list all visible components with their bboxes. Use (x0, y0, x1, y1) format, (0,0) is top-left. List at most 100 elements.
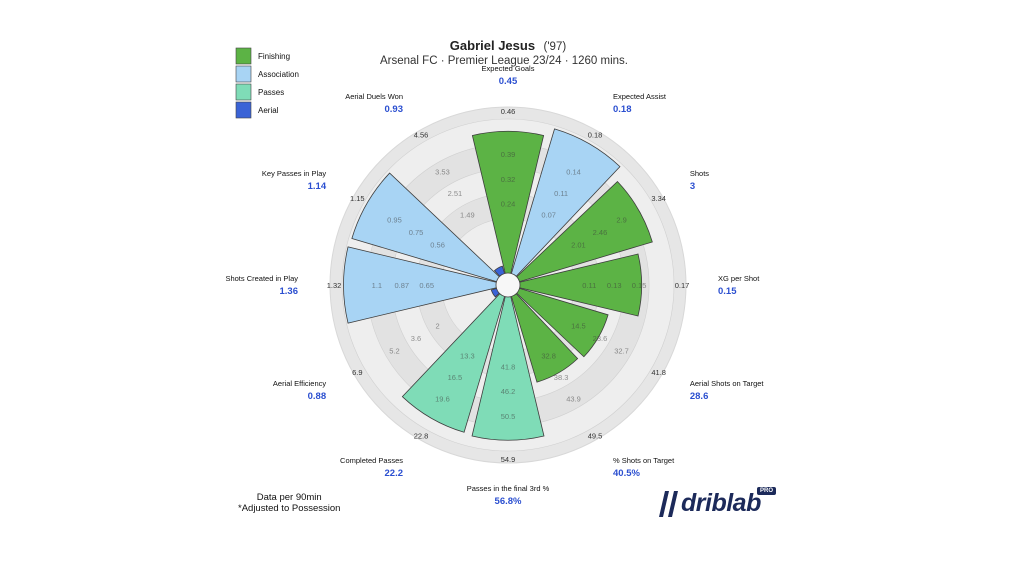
slice-expected-assist (510, 128, 621, 277)
metric-value: 0.88 (308, 391, 327, 402)
brand-badge: PRO (757, 487, 777, 495)
metric-label: Expected Goals (482, 64, 535, 73)
inner-tick-label: 14.5 (571, 322, 586, 331)
slice-aerial-duels-won (493, 265, 506, 277)
slice-passes-in-the-final-3rd- (471, 296, 545, 441)
metric-label: Aerial Shots on Target (690, 379, 765, 388)
inner-tick-label: 0.32 (501, 175, 516, 184)
outer-tick-label: 41.8 (651, 368, 666, 377)
inner-tick-label: 0.07 (541, 211, 556, 220)
footnote-line-1: Data per 90min (256, 492, 322, 503)
legend-swatch (235, 101, 252, 119)
slice-expected-goals (471, 131, 545, 274)
inner-tick-label: 43.9 (566, 395, 581, 404)
chart-subtitle: Arsenal FC · Premier League 23/24 · 1260… (380, 55, 628, 67)
metric-value: 0.18 (613, 104, 632, 115)
center-circle (491, 268, 525, 302)
metric-value: 0.45 (499, 76, 518, 87)
metric-value: 1.36 (280, 286, 299, 297)
legend-swatch (235, 47, 252, 65)
chart-title: Gabriel Jesus ('97) (450, 37, 567, 54)
metric-label: Key Passes in Play (262, 169, 326, 178)
inner-tick-label: 2.51 (448, 189, 463, 198)
metric-label: % Shots on Target (613, 456, 675, 465)
outer-tick-label: 1.15 (350, 194, 365, 203)
legend-swatch (235, 83, 252, 101)
chart-slices (343, 128, 653, 441)
metric-label: Aerial Duels Won (345, 92, 403, 101)
inner-tick-label: 2.46 (593, 228, 608, 237)
chart-background (329, 106, 687, 464)
inner-tick-label: 50.5 (501, 412, 516, 421)
brand-name: driblab (681, 489, 761, 517)
inner-tick-label: 38.3 (554, 373, 569, 382)
legend: Finishing Association Passes Aerial (235, 47, 299, 119)
metric-label: Shots (690, 169, 709, 178)
slice-completed-passes (401, 293, 506, 433)
outer-tick-label: 0.46 (501, 107, 516, 116)
slice-key-passes-in-play (351, 172, 500, 283)
metric-label: XG per Shot (718, 274, 760, 283)
inner-tick-label: 32.7 (614, 347, 629, 356)
outer-tick-label: 6.9 (352, 368, 362, 377)
inner-tick-label: 0.13 (607, 281, 622, 290)
outer-tick-label: 1.32 (327, 281, 342, 290)
driblab-logo: driblab PRO (655, 487, 777, 521)
outer-tick-label: 54.9 (501, 455, 516, 464)
slice-aerial-efficiency (490, 287, 500, 298)
inner-tick-label: 0.11 (554, 189, 568, 198)
metric-label: Expected Assist (613, 92, 667, 101)
outer-tick-label: 22.8 (414, 432, 429, 441)
inner-tick-label: 5.2 (389, 347, 399, 356)
inner-tick-label: 13.3 (460, 351, 475, 360)
inner-tick-label: 0.15 (632, 281, 647, 290)
chart-labels: Expected Goals 0.45 Expected Assist 0.18 Sho… (225, 64, 764, 507)
inner-tick-label: 1.49 (460, 211, 475, 220)
metric-value: 28.6 (690, 391, 709, 402)
inner-tick-label: 19.6 (435, 395, 450, 404)
legend-label: Passes (258, 88, 284, 97)
inner-tick-label: 3.6 (411, 334, 421, 343)
slice-shots-created-in-play (343, 246, 497, 324)
metric-value: 22.2 (385, 468, 404, 479)
inner-tick-label: 16.5 (448, 373, 463, 382)
inner-tick-label: 0.24 (501, 200, 516, 209)
metric-value: 3 (690, 181, 695, 192)
slice-aerial-shots-on-target (516, 287, 609, 358)
title-year: ('97) (544, 41, 567, 53)
inner-tick-label: 2.9 (616, 215, 626, 224)
metric-value: 0.15 (718, 286, 737, 297)
slice--shots-on-target (510, 293, 579, 383)
metric-value: 0.93 (385, 104, 404, 115)
inner-tick-label: 0.14 (566, 167, 581, 176)
metric-label: Completed Passes (340, 456, 403, 465)
slice-xg-per-shot (519, 253, 642, 317)
inner-tick-label: 41.8 (501, 362, 516, 371)
slice-shots (516, 180, 653, 283)
outer-tick-label: 0.17 (675, 281, 690, 290)
legend-label: Aerial (258, 106, 279, 115)
inner-tick-label: 0.65 (419, 281, 434, 290)
title-name: Gabriel Jesus (450, 38, 535, 53)
inner-tick-label: 0.56 (430, 240, 445, 249)
metric-label: Aerial Efficiency (273, 379, 326, 388)
inner-tick-label: 2 (436, 322, 440, 331)
inner-tick-label: 23.6 (593, 334, 608, 343)
footnote-line-2: *Adjusted to Possession (238, 503, 341, 514)
inner-tick-label: 0.39 (501, 150, 516, 159)
metric-value: 56.8% (495, 496, 522, 507)
footnote: Data per 90min *Adjusted to Possession (238, 492, 340, 514)
driblab-mark-icon (659, 491, 678, 517)
legend-label: Finishing (258, 52, 290, 61)
legend-swatch (235, 65, 252, 83)
outer-tick-label: 3.34 (651, 194, 666, 203)
metric-label: Shots Created in Play (225, 274, 298, 283)
outer-tick-label: 49.5 (588, 432, 603, 441)
metric-label: Passes in the final 3rd % (467, 484, 550, 493)
metric-value: 40.5% (613, 468, 640, 479)
metric-value: 1.14 (308, 181, 327, 192)
inner-tick-label: 0.95 (387, 215, 402, 224)
chart-ticks: 0.39 0.32 0.24 0.46 0.14 0.11 0.07 0.18 2.9 2.46 2… (327, 107, 690, 464)
inner-tick-label: 0.87 (394, 281, 409, 290)
